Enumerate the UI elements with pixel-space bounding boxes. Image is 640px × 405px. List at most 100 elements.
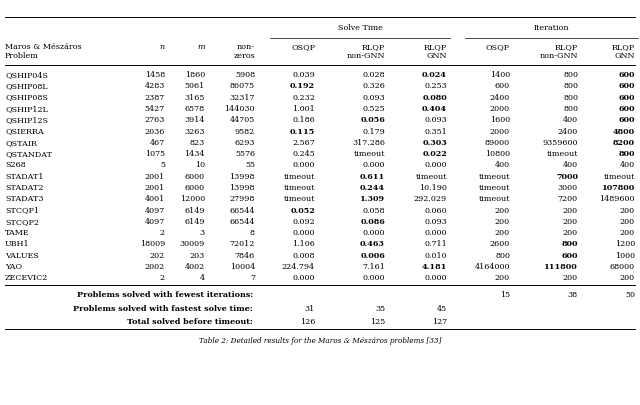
Text: timeout: timeout (284, 184, 315, 192)
Text: 0.000: 0.000 (424, 162, 447, 169)
Text: 2400: 2400 (490, 94, 510, 102)
Text: 44705: 44705 (230, 116, 255, 124)
Text: 0.093: 0.093 (362, 94, 385, 102)
Text: timeout: timeout (479, 173, 510, 181)
Text: 6000: 6000 (185, 173, 205, 181)
Text: 0.232: 0.232 (292, 94, 315, 102)
Text: 86075: 86075 (230, 82, 255, 90)
Text: Table 2: Detailed results for the Maros & Mészáros problems [33]: Table 2: Detailed results for the Maros … (199, 337, 441, 345)
Text: 0.028: 0.028 (362, 71, 385, 79)
Text: 68000: 68000 (610, 263, 635, 271)
Text: QSTAIR: QSTAIR (5, 139, 37, 147)
Text: YAO: YAO (5, 263, 22, 271)
Text: non-: non- (237, 43, 255, 51)
Text: QSTANDAT: QSTANDAT (5, 150, 52, 158)
Text: 2000: 2000 (490, 105, 510, 113)
Text: 55: 55 (245, 162, 255, 169)
Text: Iteration: Iteration (534, 24, 570, 32)
Text: 2001: 2001 (145, 173, 165, 181)
Text: 2.567: 2.567 (292, 139, 315, 147)
Text: 0.525: 0.525 (362, 105, 385, 113)
Text: 200: 200 (620, 207, 635, 215)
Text: 400: 400 (563, 162, 578, 169)
Text: 1.001: 1.001 (292, 105, 315, 113)
Text: 0.711: 0.711 (424, 241, 447, 249)
Text: RLQP: RLQP (555, 43, 578, 51)
Text: 15: 15 (500, 292, 510, 299)
Text: 1600: 1600 (490, 116, 510, 124)
Text: 0.052: 0.052 (291, 207, 315, 215)
Text: 4001: 4001 (145, 195, 165, 203)
Text: 9582: 9582 (235, 128, 255, 136)
Text: 5061: 5061 (185, 82, 205, 90)
Text: 200: 200 (620, 275, 635, 282)
Text: 400: 400 (620, 162, 635, 169)
Text: 0.092: 0.092 (292, 218, 315, 226)
Text: 1489600: 1489600 (600, 195, 635, 203)
Text: 27998: 27998 (230, 195, 255, 203)
Text: Problems solved with fewest iterations:: Problems solved with fewest iterations: (77, 292, 253, 299)
Text: 66544: 66544 (230, 218, 255, 226)
Text: 400: 400 (495, 162, 510, 169)
Text: 31: 31 (305, 305, 315, 313)
Text: RLQP: RLQP (424, 43, 447, 51)
Text: 0.093: 0.093 (424, 218, 447, 226)
Text: 200: 200 (563, 207, 578, 215)
Text: 4097: 4097 (145, 207, 165, 215)
Text: 50: 50 (625, 292, 635, 299)
Text: 400: 400 (563, 116, 578, 124)
Text: 0.086: 0.086 (360, 218, 385, 226)
Text: timeout: timeout (284, 195, 315, 203)
Text: 0.010: 0.010 (424, 252, 447, 260)
Text: 0.060: 0.060 (424, 207, 447, 215)
Text: 0.093: 0.093 (424, 116, 447, 124)
Text: m: m (197, 43, 205, 51)
Text: 30009: 30009 (180, 241, 205, 249)
Text: 1075: 1075 (145, 150, 165, 158)
Text: 4002: 4002 (185, 263, 205, 271)
Text: 2036: 2036 (145, 128, 165, 136)
Text: OSQP: OSQP (291, 43, 315, 51)
Text: 72012: 72012 (230, 241, 255, 249)
Text: 200: 200 (563, 229, 578, 237)
Text: zeros: zeros (233, 52, 255, 60)
Text: 0.326: 0.326 (362, 82, 385, 90)
Text: 2: 2 (160, 229, 165, 237)
Text: 7846: 7846 (235, 252, 255, 260)
Text: 5908: 5908 (235, 71, 255, 79)
Text: 600: 600 (618, 82, 635, 90)
Text: 2763: 2763 (145, 116, 165, 124)
Text: STADAT1: STADAT1 (5, 173, 44, 181)
Text: STADAT2: STADAT2 (5, 184, 44, 192)
Text: UBH1: UBH1 (5, 241, 29, 249)
Text: 800: 800 (563, 94, 578, 102)
Text: 292.029: 292.029 (414, 195, 447, 203)
Text: 2400: 2400 (557, 128, 578, 136)
Text: 200: 200 (495, 275, 510, 282)
Text: 0.244: 0.244 (360, 184, 385, 192)
Text: 4.181: 4.181 (422, 263, 447, 271)
Text: 0.186: 0.186 (292, 116, 315, 124)
Text: 6293: 6293 (234, 139, 255, 147)
Text: 1400: 1400 (490, 71, 510, 79)
Text: 2002: 2002 (145, 263, 165, 271)
Text: 0.611: 0.611 (360, 173, 385, 181)
Text: 8200: 8200 (613, 139, 635, 147)
Text: Solve Time: Solve Time (337, 24, 383, 32)
Text: 3165: 3165 (184, 94, 205, 102)
Text: 1434: 1434 (184, 150, 205, 158)
Text: 200: 200 (620, 229, 635, 237)
Text: 1860: 1860 (185, 71, 205, 79)
Text: 0.192: 0.192 (290, 82, 315, 90)
Text: 4164000: 4164000 (474, 263, 510, 271)
Text: QSHIP12L: QSHIP12L (5, 105, 48, 113)
Text: 0.000: 0.000 (292, 275, 315, 282)
Text: 0.463: 0.463 (360, 241, 385, 249)
Text: 1200: 1200 (615, 241, 635, 249)
Text: 823: 823 (189, 139, 205, 147)
Text: 4283: 4283 (145, 82, 165, 90)
Text: OSQP: OSQP (486, 43, 510, 51)
Text: 0.179: 0.179 (362, 128, 385, 136)
Text: 1.106: 1.106 (292, 241, 315, 249)
Text: Problem: Problem (5, 52, 39, 60)
